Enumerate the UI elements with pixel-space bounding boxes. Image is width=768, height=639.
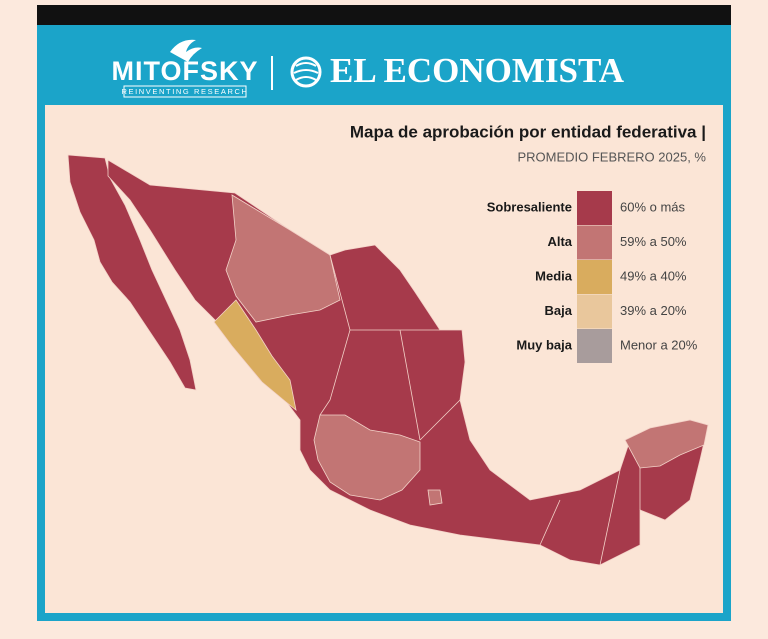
yucatan [624, 419, 709, 469]
legend-range: 60% o más [620, 199, 686, 214]
legend-label: Muy baja [516, 337, 572, 352]
legend-label: Alta [547, 234, 572, 249]
mitofsky-bird [170, 39, 202, 62]
legend: Sobresaliente 60% o más Alta 59% a 50% Media… [487, 191, 698, 363]
legend-swatch [577, 260, 612, 294]
title: Mapa de aprobación por entidad federativ… [350, 122, 706, 141]
legend-swatch [577, 294, 612, 329]
legend-range: Menor a 20% [620, 337, 698, 352]
legend-swatch [577, 329, 612, 363]
mexico-city [427, 489, 443, 506]
chihuahua [225, 194, 341, 323]
legend-range: 49% a 40% [620, 268, 687, 283]
legend-label: Sobresaliente [487, 199, 572, 214]
legend-label: Media [535, 268, 573, 283]
legend-range: 39% a 20% [620, 303, 687, 318]
economista-logo-lines [293, 62, 319, 81]
subtitle: PROMEDIO FEBRERO 2025, % [517, 149, 706, 164]
map [67, 154, 709, 566]
legend-swatch [577, 225, 612, 260]
legend-range: 59% a 50% [620, 234, 687, 249]
top-bar [37, 5, 731, 25]
brand-left-tagline: REINVENTING RESEARCH [121, 87, 248, 96]
sinaloa [213, 299, 297, 411]
legend-swatch [577, 191, 612, 225]
header: MITOFSKY REINVENTING RESEARCH EL ECONOMI… [111, 39, 625, 98]
brand-right: EL ECONOMISTA [330, 51, 625, 90]
tagline-box [123, 85, 247, 98]
economista-logo [290, 56, 322, 88]
brand-left: MITOFSKY [111, 56, 258, 86]
center-states [313, 414, 421, 501]
baja-california [67, 154, 197, 391]
legend-label: Baja [545, 303, 573, 318]
state-borders [319, 254, 641, 566]
